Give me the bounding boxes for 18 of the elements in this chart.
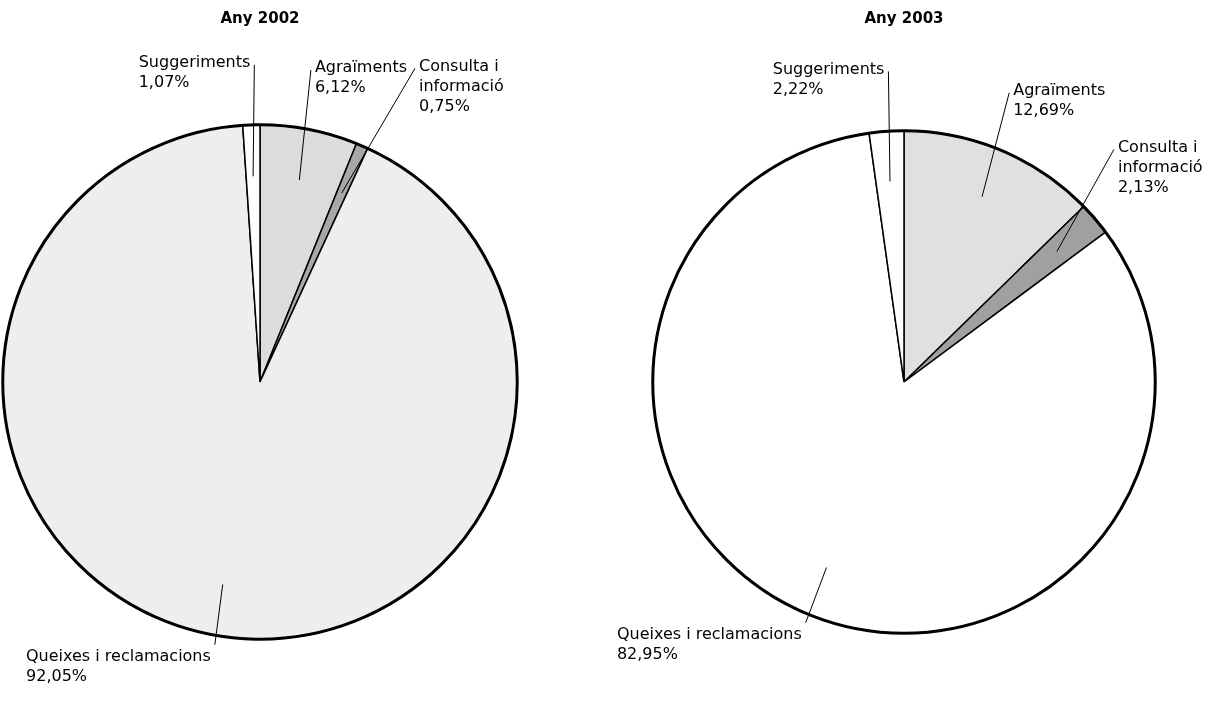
slice-label: Queixes i reclamacions bbox=[26, 645, 211, 665]
data-label: 12,69% bbox=[1013, 99, 1075, 119]
data-label: 2,13% bbox=[1117, 176, 1169, 196]
data-label: 0,75% bbox=[419, 95, 470, 115]
chart-title: Any 2003 bbox=[864, 9, 944, 28]
data-label: 2,22% bbox=[772, 78, 824, 98]
slice-label: Queixes i reclamacions bbox=[616, 623, 802, 643]
data-label: 1,07% bbox=[138, 72, 190, 92]
slice-label: Agraïments bbox=[1013, 79, 1106, 99]
chart-title: Any 2002 bbox=[220, 9, 300, 28]
data-label: 82,95% bbox=[616, 643, 678, 663]
slice-label: Consulta i informació bbox=[419, 55, 504, 95]
slice-label: Consulta i informació bbox=[1117, 136, 1203, 176]
slice-label: Suggeriments bbox=[138, 52, 251, 72]
slice-label: Agraïments bbox=[314, 57, 407, 77]
data-label: 6,12% bbox=[314, 77, 366, 97]
data-label: 92,05% bbox=[26, 665, 88, 685]
slice-label: Suggeriments bbox=[772, 58, 885, 78]
